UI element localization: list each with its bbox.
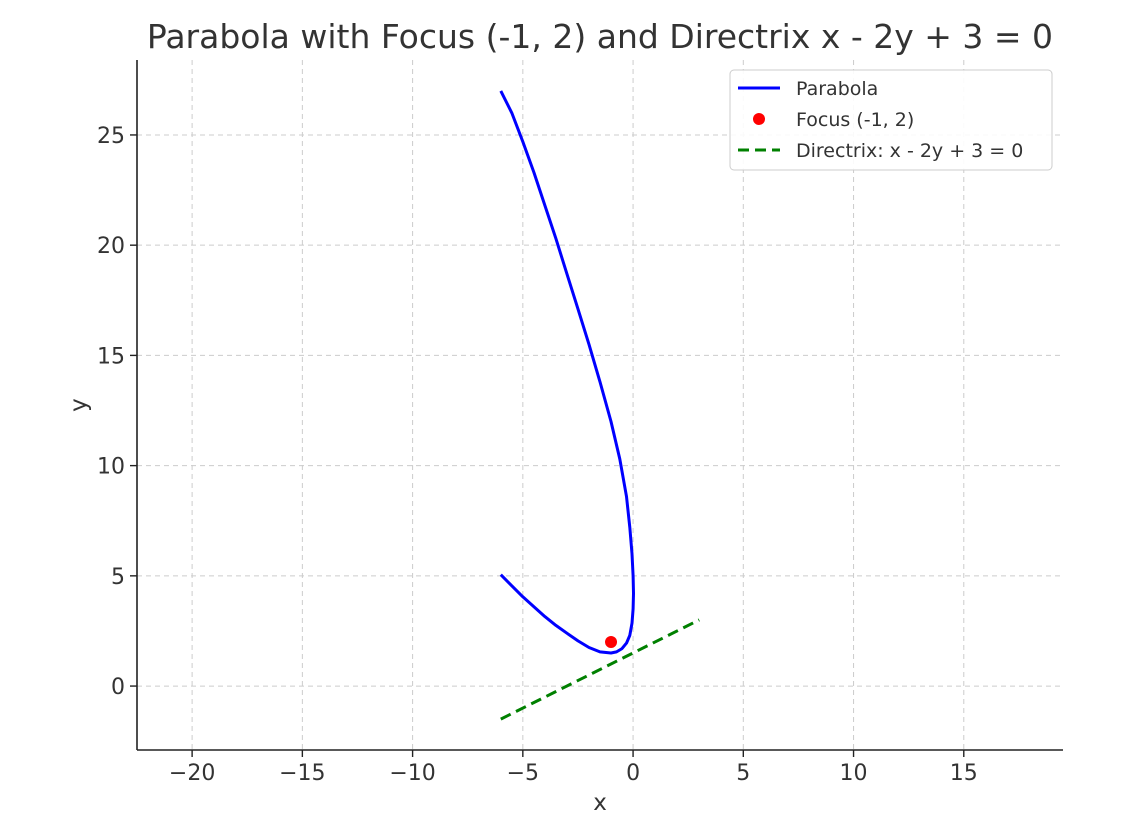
y-tick-label: 15 bbox=[97, 344, 125, 369]
focus-point bbox=[605, 635, 618, 648]
labels: Parabola with Focus (-1, 2) and Directri… bbox=[66, 17, 1053, 816]
x-tick-label: 10 bbox=[840, 761, 868, 786]
x-tick-label: 0 bbox=[626, 761, 640, 786]
y-tick-label: 5 bbox=[111, 565, 125, 590]
x-tick-label: −10 bbox=[389, 761, 435, 786]
x-tick-label: −15 bbox=[279, 761, 325, 786]
x-axis-label: x bbox=[593, 790, 607, 816]
legend-marker-focus bbox=[753, 113, 765, 125]
y-tick-label: 10 bbox=[97, 455, 125, 480]
x-tick-label: −5 bbox=[507, 761, 539, 786]
legend-box bbox=[729, 69, 1053, 171]
plot-data bbox=[499, 90, 700, 721]
legend-label: Parabola bbox=[796, 78, 878, 100]
chart-title: Parabola with Focus (-1, 2) and Directri… bbox=[147, 17, 1053, 56]
y-axis-label: y bbox=[66, 398, 92, 412]
legend-label: Directrix: x - 2y + 3 = 0 bbox=[796, 140, 1023, 162]
parabola-curve bbox=[499, 90, 635, 655]
y-tick-label: 0 bbox=[111, 675, 125, 700]
x-tick-label: 15 bbox=[950, 761, 978, 786]
grid bbox=[137, 60, 1063, 750]
legend-label: Focus (-1, 2) bbox=[796, 109, 914, 131]
legend: Parabola Focus (-1, 2) Directrix: x - 2y +… bbox=[729, 69, 1053, 171]
x-tick-label: 5 bbox=[736, 761, 750, 786]
y-tick-label: 25 bbox=[97, 124, 125, 149]
y-tick-label: 20 bbox=[97, 234, 125, 259]
x-tick-label: −20 bbox=[169, 761, 215, 786]
axes: −20 −15 −10 −5 0 5 10 15 0 5 10 15 20 25 bbox=[97, 60, 1063, 786]
directrix-line bbox=[500, 618, 700, 721]
